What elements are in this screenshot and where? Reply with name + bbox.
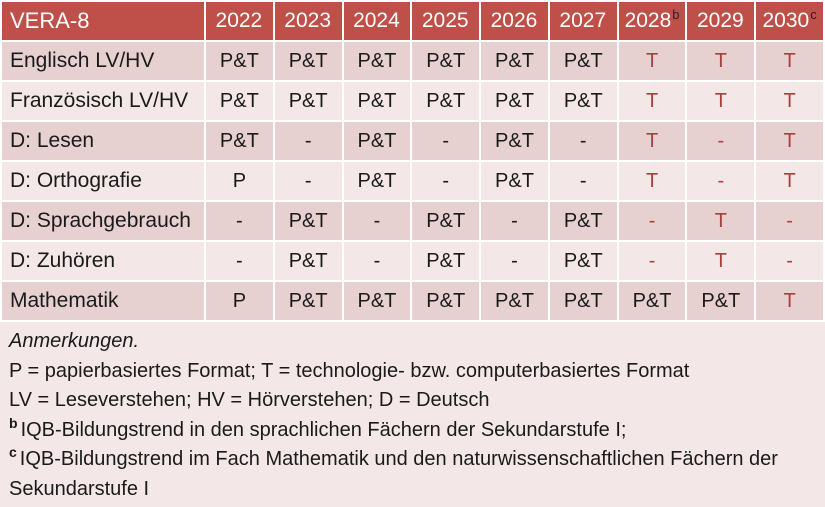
footnote-b-marker: b	[9, 414, 18, 431]
footnote-c-text: IQB-Bildungstrend im Fach Mathematik und…	[9, 448, 778, 500]
row-label-d-lesen: D: Lesen	[2, 122, 204, 160]
table-cell: T	[618, 162, 686, 200]
table-cell: T	[687, 202, 755, 240]
table-cell: P&T	[481, 42, 548, 80]
table-cell: -	[756, 202, 823, 240]
footnote-c: c IQB-Bildungstrend im Fach Mathematik un…	[9, 445, 816, 504]
column-header-2025: 2025	[412, 2, 480, 40]
row-label-d-zuhoeren: D: Zuhören	[2, 242, 204, 280]
column-header-2024: 2024	[343, 2, 411, 40]
table-cell: T	[756, 122, 823, 160]
table-cell: -	[481, 242, 548, 280]
table-cell: P&T	[412, 42, 480, 80]
table-cell: P&T	[343, 42, 411, 80]
table-cell: -	[618, 202, 686, 240]
footnote-b: b IQB-Bildungstrend in den sprachlichen F…	[9, 416, 816, 446]
column-header-2027: 2027	[549, 2, 617, 40]
table-cell: P&T	[274, 202, 342, 240]
vera8-table: VERA-8 2022 2023 2024 2025 2026 2027 202…	[0, 0, 825, 322]
table-cell: T	[687, 82, 755, 120]
note-abbreviations: LV = Leseverstehen; HV = Hörverstehen; D…	[9, 389, 490, 411]
table-cell: P	[206, 162, 273, 200]
table-cell: T	[687, 42, 755, 80]
row-label-d-orthografie: D: Orthografie	[2, 162, 204, 200]
table-cell: P&T	[412, 282, 480, 320]
row-label-d-sprachgebrauch: D: Sprachgebrauch	[2, 202, 204, 240]
table-cell: P&T	[343, 282, 411, 320]
table-cell: -	[687, 122, 755, 160]
table-cell: -	[206, 202, 273, 240]
column-header-2023: 2023	[274, 2, 342, 40]
row-label-englisch: Englisch LV/HV	[2, 42, 204, 80]
table-cell: -	[343, 242, 411, 280]
column-header-2028: 2028 b	[618, 2, 686, 40]
column-header-2030: 2030 c	[756, 2, 823, 40]
table-cell: P&T	[206, 82, 273, 120]
notes-title: Anmerkungen.	[9, 330, 140, 352]
table-cell: T	[756, 42, 823, 80]
row-label-franzoesisch: Französisch LV/HV	[2, 82, 204, 120]
notes-section: Anmerkungen. P = papierbasiertes Format;…	[0, 322, 825, 507]
table-cell: P&T	[274, 242, 342, 280]
table-cell: P&T	[481, 282, 548, 320]
table-cell: P&T	[412, 242, 480, 280]
table-cell: -	[343, 202, 411, 240]
table-cell: -	[756, 242, 823, 280]
footnote-c-marker: c	[9, 444, 17, 461]
table-cell: -	[618, 242, 686, 280]
table-cell: P&T	[206, 42, 273, 80]
table-cell: P&T	[274, 42, 342, 80]
table-cell: -	[274, 122, 342, 160]
row-label-mathematik: Mathematik	[2, 282, 204, 320]
table-cell: T	[756, 282, 823, 320]
table-cell: T	[618, 42, 686, 80]
table-cell: P&T	[274, 282, 342, 320]
table-cell: T	[687, 242, 755, 280]
column-header-2026: 2026	[481, 2, 548, 40]
table-cell: -	[481, 202, 548, 240]
table-cell: -	[412, 122, 480, 160]
table-cell: P&T	[206, 122, 273, 160]
table-cell: P&T	[549, 42, 617, 80]
table-cell: P&T	[481, 162, 548, 200]
table-cell: T	[618, 82, 686, 120]
table-cell: P&T	[618, 282, 686, 320]
table-cell: P&T	[549, 242, 617, 280]
table-cell: P&T	[687, 282, 755, 320]
table-cell: -	[412, 162, 480, 200]
footnote-marker-c: c	[810, 6, 817, 22]
column-header-2022: 2022	[206, 2, 273, 40]
table-cell: -	[206, 242, 273, 280]
table-cell: P&T	[549, 82, 617, 120]
table-cell: T	[618, 122, 686, 160]
column-header-2029: 2029	[687, 2, 755, 40]
table-cell: P&T	[412, 82, 480, 120]
note-formats: P = papierbasiertes Format; T = technolo…	[9, 359, 690, 382]
table-cell: T	[756, 82, 823, 120]
table-cell: P&T	[343, 82, 411, 120]
table-cell: P	[206, 282, 273, 320]
table-cell: P&T	[549, 202, 617, 240]
table-cell: P&T	[549, 282, 617, 320]
table-cell: P&T	[274, 82, 342, 120]
table-cell: P&T	[412, 202, 480, 240]
table-cell: P&T	[343, 162, 411, 200]
table-cell: -	[274, 162, 342, 200]
table-cell: -	[687, 162, 755, 200]
table-cell: P&T	[481, 122, 548, 160]
table-header-vera8: VERA-8	[2, 2, 204, 40]
table-cell: P&T	[481, 82, 548, 120]
table-cell: P&T	[343, 122, 411, 160]
table-cell: T	[756, 162, 823, 200]
table-cell: -	[549, 122, 617, 160]
footnote-marker-b: b	[672, 6, 680, 22]
footnote-b-text: IQB-Bildungstrend in den sprachlichen Fä…	[20, 418, 627, 441]
table-cell: -	[549, 162, 617, 200]
